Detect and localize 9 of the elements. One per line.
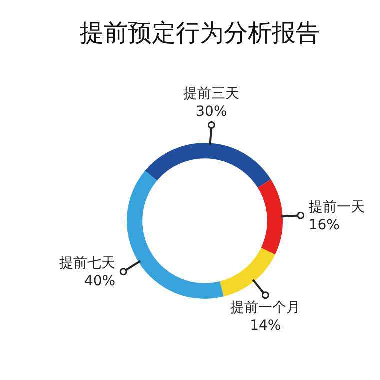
data-label: 40% bbox=[84, 274, 116, 290]
data-label: 14% bbox=[250, 318, 282, 334]
data-label: 16% bbox=[308, 217, 340, 234]
chart-title: 提前预定行为分析报告 bbox=[79, 18, 321, 49]
slice-label: 提前三天 bbox=[184, 86, 240, 102]
data-label: 30% bbox=[196, 104, 228, 120]
slice-label: 提前七天 bbox=[60, 256, 116, 272]
slice-label: 提前一天 bbox=[308, 199, 365, 216]
slice-label: 提前一个月 bbox=[230, 300, 301, 316]
